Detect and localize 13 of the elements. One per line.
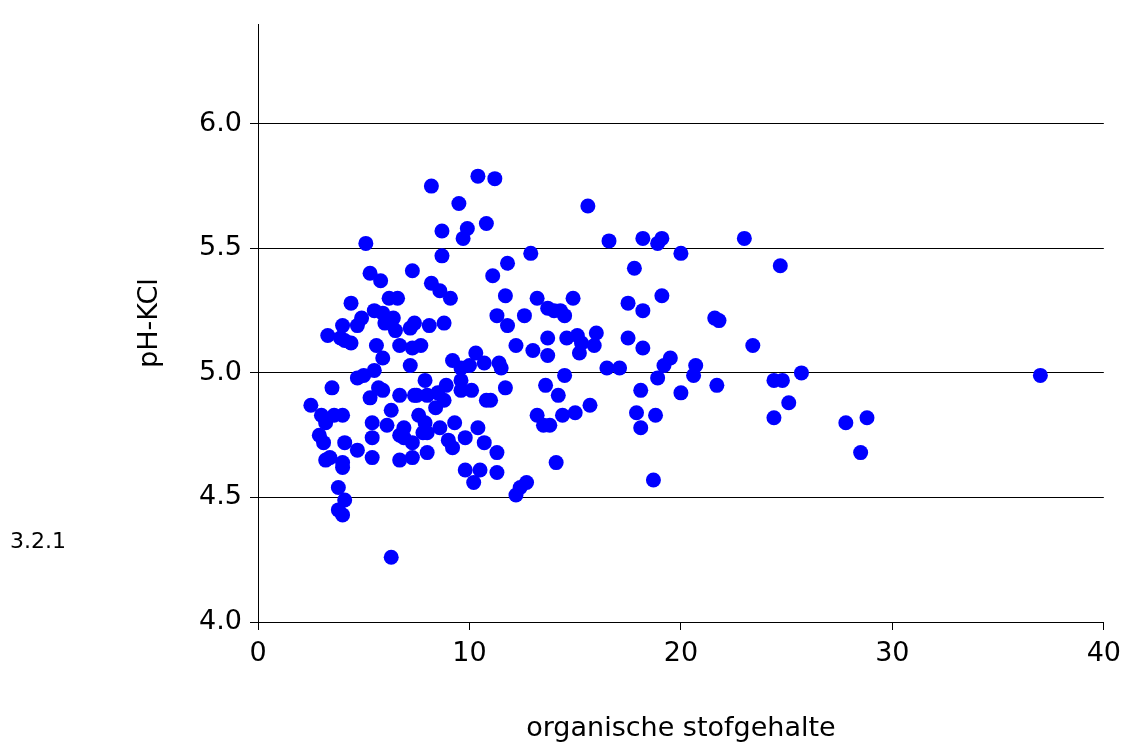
x-tick-label: 20 [663,636,699,668]
y-tick-label: 4.0 [199,604,242,636]
x-tick-label: 0 [249,636,267,668]
y-axis-title: pH-KCl [132,278,164,368]
text: 3.2.1 [10,528,66,553]
y-tick-label: 4.5 [199,479,242,511]
y-tick-label: 5.0 [199,354,242,386]
x-tick-label: 40 [1086,636,1121,668]
y-tick-label: 5.5 [199,230,242,262]
x-axis-title: organische stofgehalte [526,710,836,742]
y-tick-label: 6.0 [199,105,242,137]
x-tick-label: 30 [875,636,910,668]
x-tick-label: 10 [452,636,487,668]
